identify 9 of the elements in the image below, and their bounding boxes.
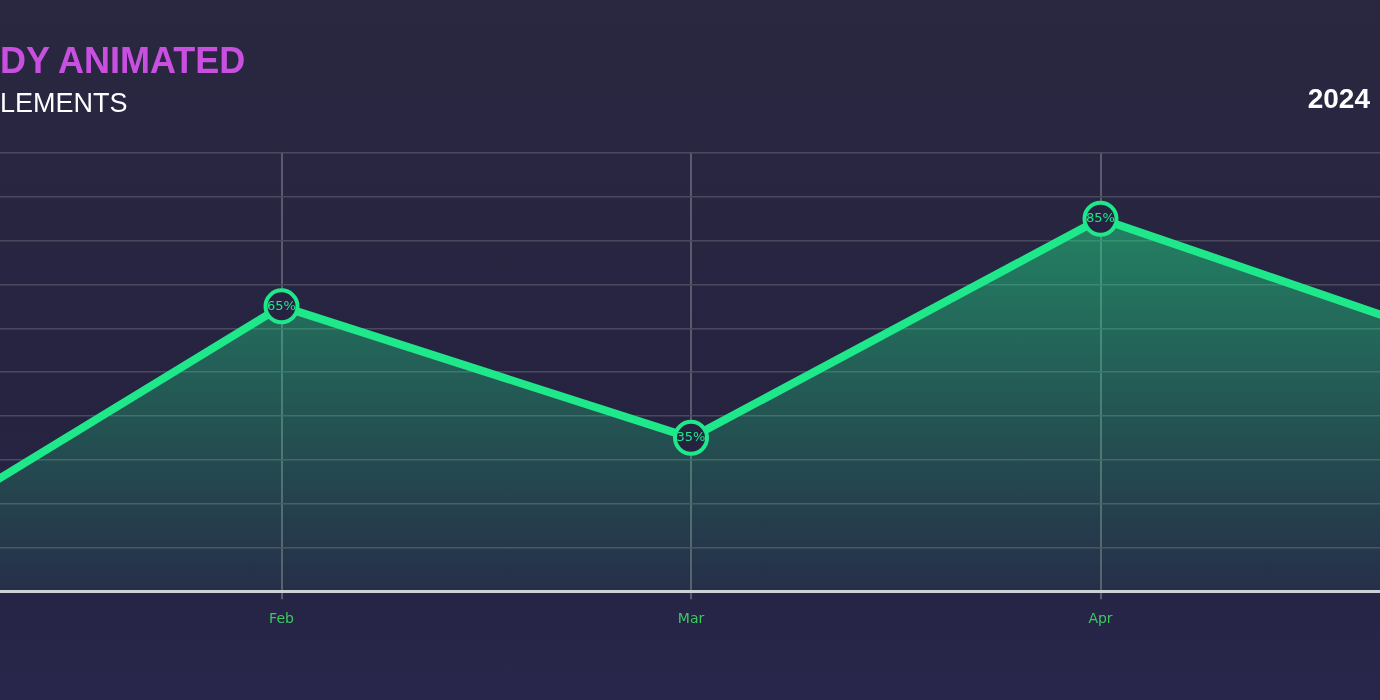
data-label: 35%: [676, 429, 706, 445]
chart-title: DY ANIMATED: [0, 40, 246, 82]
data-label: 65%: [267, 297, 296, 313]
x-tick-label: Feb: [269, 610, 294, 627]
text: 2024: [1307, 83, 1370, 115]
x-tick-label: Apr: [1088, 610, 1113, 627]
x-tick-label: Mar: [677, 610, 705, 627]
chart-subtitle: LEMENTS: [0, 88, 128, 119]
data-label: 85%: [1086, 210, 1115, 226]
